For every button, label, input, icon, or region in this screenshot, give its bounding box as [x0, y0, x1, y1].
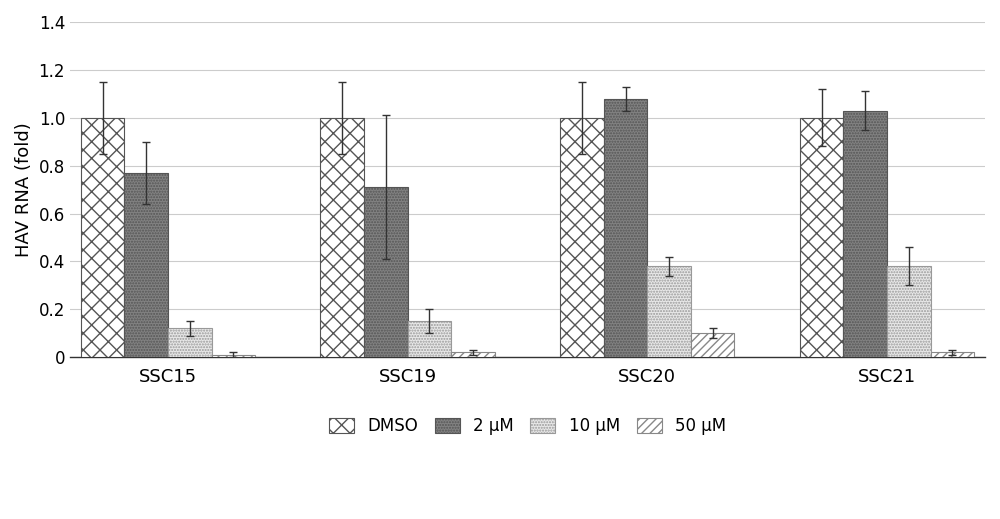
Bar — [843, 111, 887, 357]
Bar — [364, 187, 408, 357]
Bar — [647, 266, 691, 357]
Bar — [451, 352, 495, 357]
Bar — [931, 352, 974, 357]
Bar — [691, 333, 734, 357]
Bar — [604, 99, 647, 357]
Bar — [124, 173, 168, 357]
Bar — [81, 118, 124, 357]
Legend: DMSO, 2 μM, 10 μM, 50 μM: DMSO, 2 μM, 10 μM, 50 μM — [321, 409, 734, 444]
Bar — [408, 321, 451, 357]
Bar — [887, 266, 931, 357]
Bar — [168, 329, 212, 357]
Bar — [800, 118, 843, 357]
Bar — [320, 118, 364, 357]
Bar — [212, 355, 255, 357]
Y-axis label: HAV RNA (fold): HAV RNA (fold) — [15, 122, 33, 257]
Bar — [560, 118, 604, 357]
